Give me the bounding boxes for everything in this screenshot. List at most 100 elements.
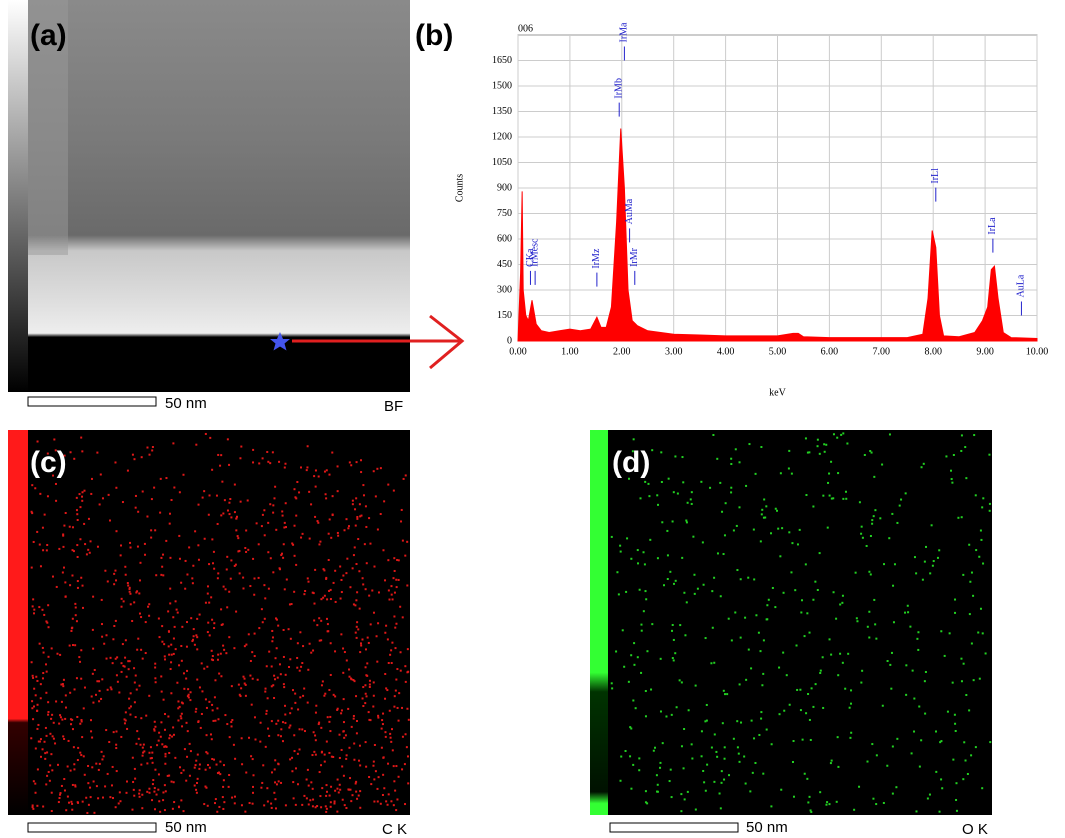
map-dot <box>228 773 231 776</box>
map-dot <box>297 708 300 711</box>
map-dot <box>55 700 58 703</box>
map-dot <box>398 692 401 695</box>
map-dot <box>277 734 280 737</box>
map-dot <box>66 765 69 768</box>
panel-label: (c) <box>30 446 67 479</box>
map-dot <box>721 722 724 725</box>
map-dot <box>305 797 308 800</box>
map-dot <box>405 746 408 749</box>
map-dot <box>303 687 306 690</box>
map-dot <box>387 589 390 592</box>
map-dot <box>329 598 332 601</box>
map-dot <box>124 719 127 722</box>
map-dot <box>372 681 375 684</box>
map-dot <box>234 563 237 566</box>
map-dot <box>289 637 292 640</box>
map-dot <box>136 730 139 733</box>
map-dot <box>131 620 134 623</box>
map-dot <box>64 511 67 514</box>
map-dot <box>237 683 240 686</box>
map-dot <box>96 680 99 683</box>
map-dot <box>318 617 321 620</box>
map-dot <box>977 631 980 634</box>
map-dot <box>640 671 643 674</box>
map-dot <box>377 591 380 594</box>
x-tick-label: 7.00 <box>873 346 891 357</box>
map-dot <box>866 625 869 628</box>
map-dot <box>148 694 151 697</box>
map-dot <box>303 794 306 797</box>
map-dot <box>72 746 75 749</box>
map-dot <box>913 697 916 700</box>
map-dot <box>341 798 344 801</box>
map-dot <box>160 721 163 724</box>
map-dot <box>155 574 158 577</box>
map-dot <box>280 728 283 731</box>
map-dot <box>941 787 944 790</box>
map-dot <box>129 603 132 606</box>
map-dot <box>271 629 274 632</box>
map-dot <box>150 529 153 532</box>
map-dot <box>30 661 33 664</box>
map-dot <box>750 667 753 670</box>
map-dot <box>164 762 167 765</box>
map-dot <box>882 801 885 804</box>
map-dot <box>318 771 321 774</box>
map-dot <box>48 779 51 782</box>
map-dot <box>163 655 166 658</box>
map-dot <box>839 652 842 655</box>
map-dot <box>177 707 180 710</box>
map-dot <box>62 735 65 738</box>
map-dot <box>238 693 241 696</box>
map-dot <box>357 794 360 797</box>
map-dot <box>182 810 185 813</box>
map-dot <box>760 513 763 516</box>
map-dot <box>342 671 345 674</box>
map-dot <box>133 767 136 770</box>
map-dot <box>886 660 889 663</box>
map-dot <box>34 487 37 490</box>
map-image <box>590 430 992 815</box>
map-dot <box>796 688 799 691</box>
map-dot <box>167 645 170 648</box>
map-dot <box>150 536 153 539</box>
map-dot <box>620 755 623 758</box>
map-dot <box>31 707 34 710</box>
map-dot <box>123 722 126 725</box>
map-dot <box>251 758 254 761</box>
map-dot <box>45 691 48 694</box>
map-dot <box>162 799 165 802</box>
map-dot <box>323 470 326 473</box>
scale-bar <box>27 396 157 407</box>
map-dot <box>249 585 252 588</box>
map-dot <box>730 463 733 466</box>
map-dot <box>703 781 706 784</box>
map-dot <box>672 659 675 662</box>
map-dot <box>114 657 117 660</box>
map-dot <box>80 576 83 579</box>
map-dot <box>647 482 650 485</box>
map-dot <box>865 544 868 547</box>
map-dot <box>801 738 804 741</box>
map-dot <box>803 772 806 775</box>
map-dot <box>972 679 975 682</box>
map-dot <box>267 521 270 524</box>
map-dot <box>694 808 697 811</box>
map-dot <box>615 469 618 472</box>
map-dot <box>165 477 168 480</box>
map-dot <box>656 494 659 497</box>
map-dot <box>148 614 151 617</box>
map-dot <box>630 727 633 730</box>
map-dot <box>355 497 358 500</box>
map-dot <box>261 781 264 784</box>
map-dot <box>782 591 785 594</box>
map-dot <box>75 496 78 499</box>
map-dot <box>168 737 171 740</box>
map-dot <box>88 551 91 554</box>
map-dot <box>186 755 189 758</box>
map-dot <box>285 526 288 529</box>
map-dot <box>751 771 754 774</box>
map-dot <box>336 531 339 534</box>
map-dot <box>332 755 335 758</box>
map-dot <box>320 598 323 601</box>
